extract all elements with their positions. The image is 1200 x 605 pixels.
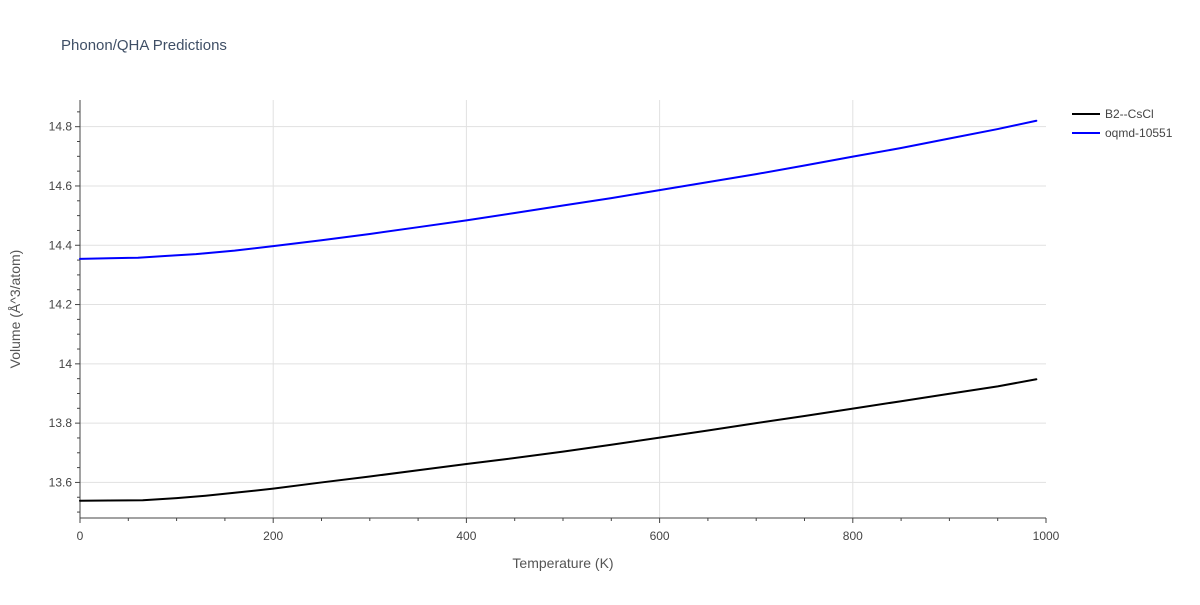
y-tick-label: 14.2 bbox=[49, 298, 73, 312]
y-tick-label: 14.4 bbox=[49, 238, 73, 252]
series-line-2 bbox=[79, 119, 1038, 260]
x-tick-label: 0 bbox=[77, 529, 84, 543]
plot-series bbox=[79, 119, 1038, 502]
y-axis-title: Volume (Å^3/atom) bbox=[7, 250, 23, 369]
x-tick-label: 600 bbox=[650, 529, 670, 543]
y-tick-label: 13.6 bbox=[49, 475, 73, 489]
x-tick-label: 1000 bbox=[1033, 529, 1060, 543]
y-tick-label: 14 bbox=[59, 357, 73, 371]
y-tick-label: 14.6 bbox=[49, 179, 73, 193]
x-tick-label: 200 bbox=[263, 529, 283, 543]
x-tick-label: 800 bbox=[843, 529, 863, 543]
y-tick-label: 14.8 bbox=[49, 120, 73, 134]
axes: 0 200 400 600 800 1000 13.6 13.8 14 14.2 14.4 14.6 1… bbox=[49, 100, 1060, 543]
legend-label-1: B2--CsCl bbox=[1105, 107, 1154, 121]
x-axis-title: Temperature (K) bbox=[512, 555, 613, 571]
y-tick-label: 13.8 bbox=[49, 416, 73, 430]
chart-title: Phonon/QHA Predictions bbox=[61, 37, 227, 54]
legend-label-2: oqmd-10551 bbox=[1105, 126, 1173, 140]
x-tick-label: 400 bbox=[456, 529, 476, 543]
grid-lines bbox=[80, 100, 1046, 518]
legend: B2--CsCl oqmd-10551 bbox=[1072, 107, 1173, 140]
series-line-1 bbox=[79, 378, 1038, 502]
